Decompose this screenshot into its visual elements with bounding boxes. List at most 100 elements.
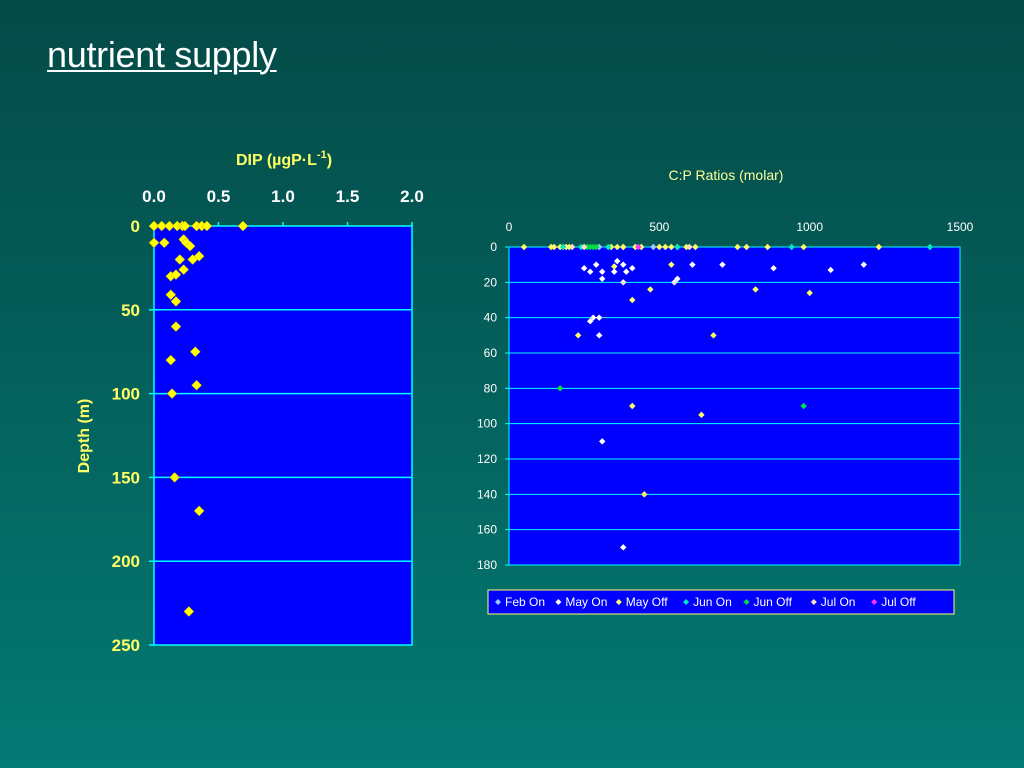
cp-y-tick-label: 0 [490, 240, 497, 254]
dip-data-point [178, 264, 190, 275]
cp-legend-label: Feb On [505, 595, 545, 609]
dip-data-point [184, 240, 196, 252]
cp-data-point [668, 243, 675, 251]
cp-y-tick-label: 20 [484, 275, 498, 289]
cp-data-point [686, 243, 693, 251]
dip-gridlines [154, 309, 412, 562]
cp-legend: Feb On May On May Off Jun On Jun Off Jul On Ju… [487, 589, 955, 615]
cp-data-point [662, 243, 669, 251]
dip-data-point [189, 346, 201, 358]
dip-data-point [165, 354, 177, 366]
cp-data-point [629, 296, 636, 304]
cp-data-point [743, 243, 750, 251]
dip-data-point [170, 296, 182, 307]
cp-data-points [520, 243, 934, 551]
dip-data-point [170, 321, 182, 332]
cp-data-point [806, 289, 813, 297]
dip-y-axis-label: Depth (m) [76, 399, 93, 474]
cp-data-point [586, 268, 594, 275]
cp-data-point [620, 544, 627, 551]
dip-data-point [165, 289, 177, 301]
cp-data-point [620, 243, 627, 251]
dip-data-point [166, 388, 178, 399]
dip-x-ticks: 0.0 0.5 1.0 1.5 2.0 [142, 187, 424, 226]
cp-legend-marker [871, 599, 878, 605]
dip-x-tick-label: 0.5 [207, 187, 231, 206]
cp-legend-marker [683, 599, 690, 605]
dip-data-point [156, 220, 168, 232]
cp-data-point [800, 402, 807, 410]
cp-data-point [580, 243, 588, 251]
dip-data-point [148, 220, 160, 232]
dip-x-tick-label: 1.5 [336, 187, 360, 206]
cp-data-point [611, 263, 618, 270]
dip-title-superscript: -1 [317, 149, 327, 161]
dip-x-tick-label: 2.0 [400, 187, 424, 206]
cp-data-point [599, 438, 606, 445]
cp-data-point [671, 279, 678, 286]
dip-y-tick-label: 150 [112, 468, 140, 487]
cp-data-point [589, 314, 597, 321]
dip-x-tick-label: 0.0 [142, 187, 166, 206]
cp-data-point [550, 243, 558, 251]
cp-data-point [788, 243, 795, 251]
dip-data-point [174, 254, 186, 265]
cp-data-point [752, 286, 759, 293]
cp-data-point [568, 243, 576, 251]
dip-data-points [148, 220, 249, 617]
cp-legend-label: May On [565, 595, 607, 609]
cp-legend-label: Jul Off [881, 595, 916, 609]
cp-data-point [719, 261, 726, 268]
cp-data-point [599, 268, 606, 275]
cp-data-point [674, 243, 681, 251]
cp-legend-marker [615, 599, 622, 605]
dip-y-tick-label: 100 [112, 385, 140, 404]
dip-data-point [164, 220, 175, 232]
slide-title: nutrient supply [47, 34, 277, 75]
cp-data-point [827, 266, 834, 274]
dip-data-point [237, 220, 249, 232]
cp-data-point [764, 243, 771, 251]
dip-data-point [201, 220, 213, 232]
cp-y-tick-label: 40 [484, 311, 498, 325]
dip-depth-chart: DIP (µgP·L-1) Depth (m) 0.0 0.5 1.0 1.5 2.0 … [76, 149, 424, 655]
cp-data-point [674, 275, 681, 282]
dip-y-tick-label: 50 [121, 301, 140, 320]
cp-data-point [520, 243, 528, 251]
cp-data-point [668, 261, 675, 268]
dip-data-point [179, 220, 191, 232]
cp-data-point [614, 243, 621, 251]
cp-y-tick-label: 160 [477, 523, 497, 537]
cp-data-point [574, 332, 582, 339]
cp-data-point [559, 243, 567, 251]
cp-data-point [614, 257, 621, 265]
dip-data-point [148, 237, 160, 249]
cp-data-point [586, 318, 594, 325]
cp-y-tick-label: 60 [484, 346, 498, 360]
dip-chart-title: DIP (µgP·L-1) [236, 149, 332, 169]
dip-data-point [158, 237, 170, 249]
cp-data-point [599, 275, 606, 282]
cp-data-point [734, 243, 741, 251]
cp-legend-label: Jul On [821, 595, 856, 609]
cp-gridlines [509, 281, 960, 531]
cp-data-point [629, 402, 636, 410]
cp-data-point [698, 411, 705, 419]
cp-data-point [605, 243, 612, 251]
cp-legend-marker [495, 599, 501, 605]
cp-plot-area [508, 246, 961, 566]
cp-y-tick-label: 140 [477, 487, 497, 501]
cp-data-point [580, 265, 588, 272]
cp-legend-label: Jun Off [754, 595, 793, 609]
dip-title-suffix: ) [327, 152, 332, 169]
cp-data-point [629, 265, 636, 272]
cp-legend-label: Jun On [693, 595, 732, 609]
cp-data-point [860, 261, 867, 268]
cp-legend-marker [743, 599, 750, 605]
cp-x-ticks: 0 500 1000 1500 [506, 220, 974, 234]
cp-y-tick-label: 120 [477, 452, 497, 466]
cp-data-point [800, 243, 807, 251]
cp-data-point [623, 268, 630, 275]
